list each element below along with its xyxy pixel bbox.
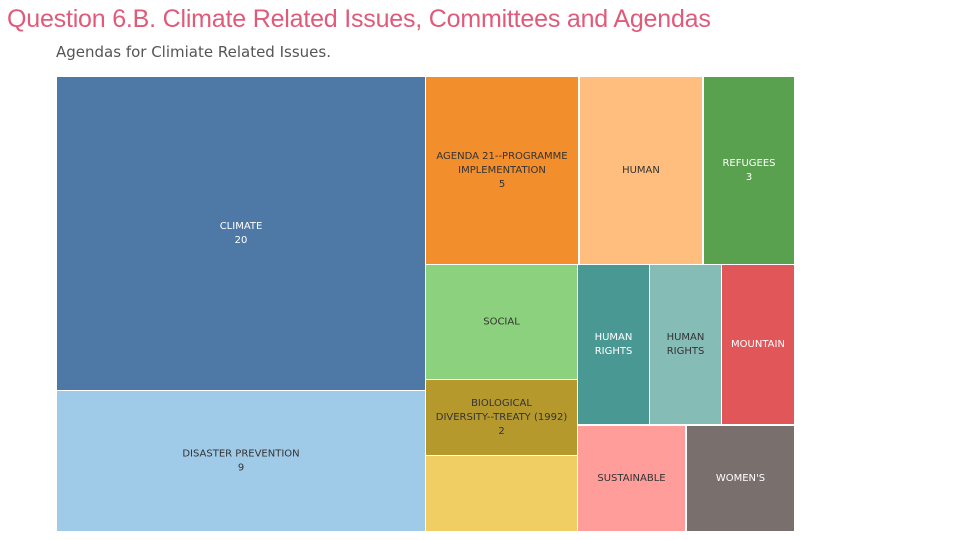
- treemap-tile-name: RIGHTS: [667, 346, 705, 357]
- treemap-tile-rect: [722, 265, 794, 424]
- treemap-tile-label: SUSTAINABLE: [597, 473, 665, 484]
- treemap-tile-unlabeled-7: [426, 456, 577, 531]
- treemap-tile-name: SOCIAL: [483, 317, 520, 328]
- treemap-tile-label: MOUNTAIN: [731, 339, 785, 350]
- treemap-tile-name: AGENDA 21--PROGRAMME: [436, 151, 567, 162]
- treemap-tile-climate-0: CLIMATE 20: [57, 77, 425, 390]
- treemap-tile-rect: [704, 77, 794, 264]
- treemap-tile-value: 5: [499, 179, 505, 190]
- treemap-tile-label: WOMEN'S: [716, 473, 765, 484]
- treemap-tile-label: DISASTER PREVENTION 9: [182, 449, 299, 474]
- treemap-tile-refugees-4: REFUGEES 3: [704, 77, 794, 264]
- treemap-tile-label: REFUGEES 3: [722, 158, 775, 183]
- treemap-tile-human-rights-9: HUMAN RIGHTS: [650, 265, 721, 424]
- treemap-tile-mountain-10: MOUNTAIN: [722, 265, 794, 424]
- treemap-tile-social-5: SOCIAL: [426, 265, 577, 379]
- treemap-tile-value: 3: [746, 172, 752, 183]
- treemap-tile-label: SOCIAL: [483, 317, 520, 328]
- treemap-tile-name: HUMAN: [667, 332, 705, 343]
- treemap-tile-name: MOUNTAIN: [731, 339, 785, 350]
- treemap-tile-human-rights-8: HUMAN RIGHTS: [578, 265, 649, 424]
- treemap-tile-value: 2: [498, 426, 504, 437]
- treemap-tile-rect: [426, 380, 577, 455]
- treemap-tile-rect: [578, 426, 685, 531]
- treemap-tile-agenda-21-programme-implementation-2: AGENDA 21--PROGRAMME IMPLEMENTATION 5: [426, 77, 578, 264]
- treemap-tile-label: BIOLOGICAL DIVERSITY--TREATY (1992) 2: [436, 398, 568, 437]
- treemap-tile-name: DISASTER PREVENTION: [182, 449, 299, 460]
- treemap-tile-rect: [426, 77, 578, 264]
- treemap-tile-name: IMPLEMENTATION: [458, 165, 546, 176]
- treemap-tile-human-3: HUMAN: [580, 77, 702, 264]
- treemap-tile-name: REFUGEES: [722, 158, 775, 169]
- treemap-tile-women-s-12: WOMEN'S: [687, 426, 794, 531]
- treemap-tile-label: CLIMATE 20: [220, 221, 263, 246]
- treemap-tile-name: BIOLOGICAL: [471, 398, 532, 409]
- treemap-tile-label: AGENDA 21--PROGRAMME IMPLEMENTATION 5: [436, 151, 567, 190]
- treemap-tile-biological-diversity-treaty-1992-6: BIOLOGICAL DIVERSITY--TREATY (1992) 2: [426, 380, 577, 455]
- treemap-tile-value: 9: [238, 463, 244, 474]
- treemap-tile-rect: [57, 391, 425, 531]
- treemap-tile-disaster-prevention-1: DISASTER PREVENTION 9: [57, 391, 425, 531]
- treemap-tile-name: SUSTAINABLE: [597, 473, 665, 484]
- treemap-tile-label: HUMAN RIGHTS: [595, 332, 633, 357]
- treemap-tile-label: HUMAN: [622, 165, 660, 176]
- treemap-tile-label: HUMAN RIGHTS: [667, 332, 705, 357]
- treemap-tile-name: RIGHTS: [595, 346, 633, 357]
- treemap-tile-name: HUMAN: [622, 165, 660, 176]
- treemap-tile-rect: [580, 77, 702, 264]
- treemap-tile-rect: [650, 265, 721, 424]
- treemap-tile-name: WOMEN'S: [716, 473, 765, 484]
- treemap-tile-name: CLIMATE: [220, 221, 263, 232]
- treemap-tile-rect: [57, 77, 425, 390]
- treemap-tile-name: HUMAN: [595, 332, 633, 343]
- slide-title: Question 6.B. Climate Related Issues, Co…: [7, 5, 711, 33]
- treemap-tile-rect: [687, 426, 794, 531]
- treemap-tile-rect: [426, 456, 577, 531]
- chart-subtitle: Agendas for Climiate Related Issues.: [56, 43, 331, 61]
- treemap-tile-sustainable-11: SUSTAINABLE: [578, 426, 685, 531]
- treemap-tile-name: DIVERSITY--TREATY (1992): [436, 412, 568, 423]
- treemap-tile-value: 20: [235, 235, 248, 246]
- treemap-tile-rect: [426, 265, 577, 379]
- treemap-tile-rect: [578, 265, 649, 424]
